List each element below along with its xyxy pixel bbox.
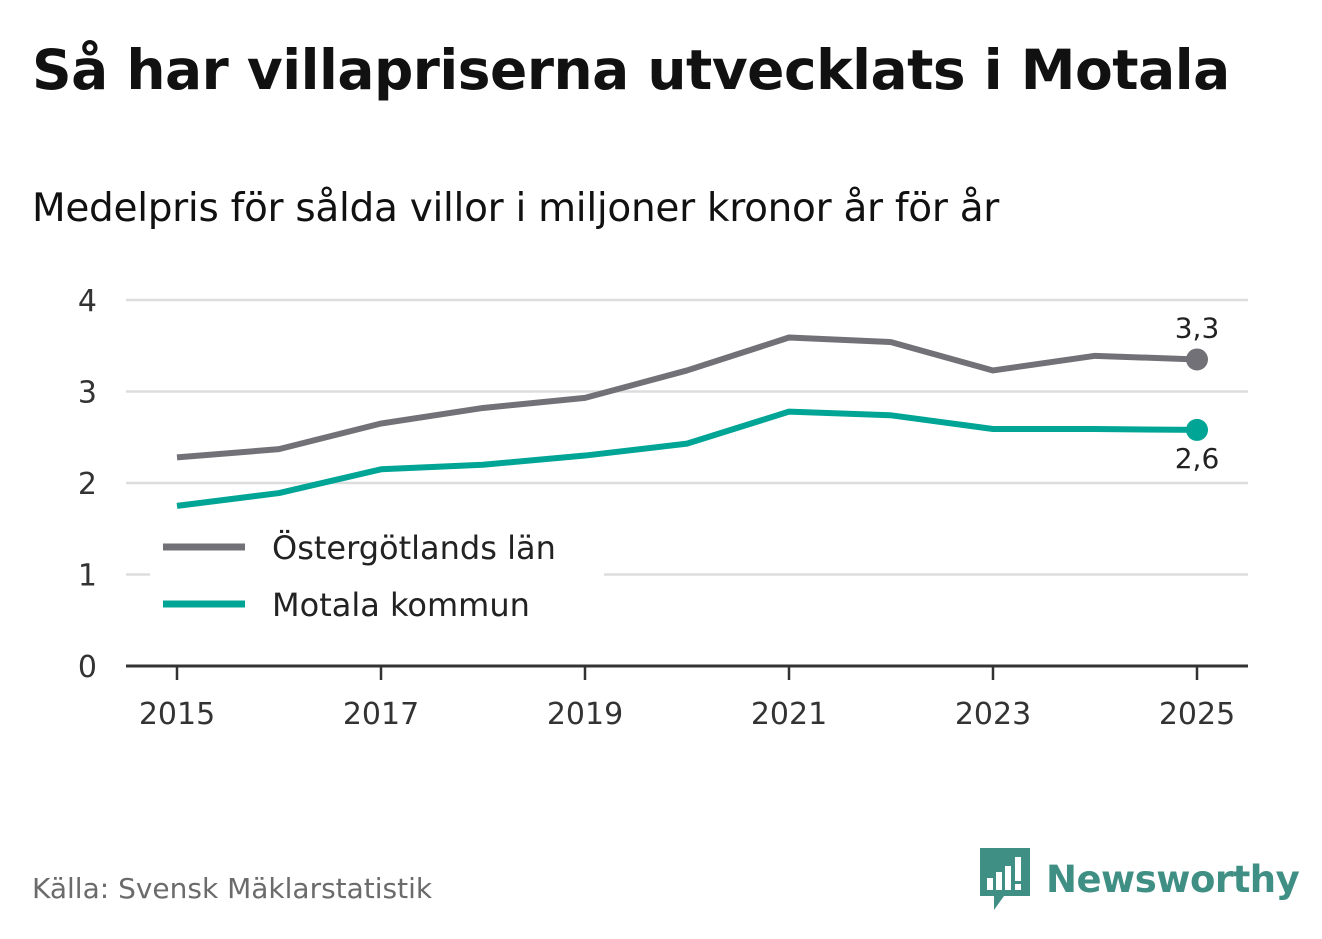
series-line [176,408,1198,509]
x-tick-label: 2015 [139,697,215,732]
y-tick-label: 4 [78,284,97,319]
series-end-point [1186,418,1208,441]
x-tick-label: 2019 [547,697,623,732]
series-line [176,334,1198,461]
grid-lines: 0 1 2 3 4 [78,284,1248,685]
series-end-label: 2,6 [1175,442,1220,475]
legend: Östergötlands län Motala kommun [150,520,604,624]
x-tick-label: 2017 [343,697,419,732]
y-tick-label: 3 [78,376,97,411]
brand-logo: Newsworthy [980,848,1300,910]
chart-subtitle: Medelpris för sålda villor i miljoner kr… [32,186,1000,231]
x-axis: 2015 2017 2019 2021 2023 2025 [126,664,1248,732]
legend-label: Motala kommun [272,586,530,624]
chart-title: Så har villapriserna utvecklats i Motala [32,38,1230,102]
series-end-label: 3,3 [1175,311,1220,344]
series-lines: 3,3 2,6 [176,311,1220,509]
x-tick-label: 2025 [1159,697,1235,732]
legend-label: Östergötlands län [272,529,556,567]
y-tick-label: 1 [78,559,97,594]
x-tick-label: 2023 [955,697,1031,732]
y-tick-label: 0 [78,650,97,685]
source-note: Källa: Svensk Mäklarstatistik [32,872,433,905]
brand-name: Newsworthy [1046,857,1300,901]
series-end-point [1186,348,1208,371]
newsworthy-logo-icon [980,848,1030,910]
x-tick-label: 2021 [751,697,827,732]
y-tick-label: 2 [78,467,97,502]
